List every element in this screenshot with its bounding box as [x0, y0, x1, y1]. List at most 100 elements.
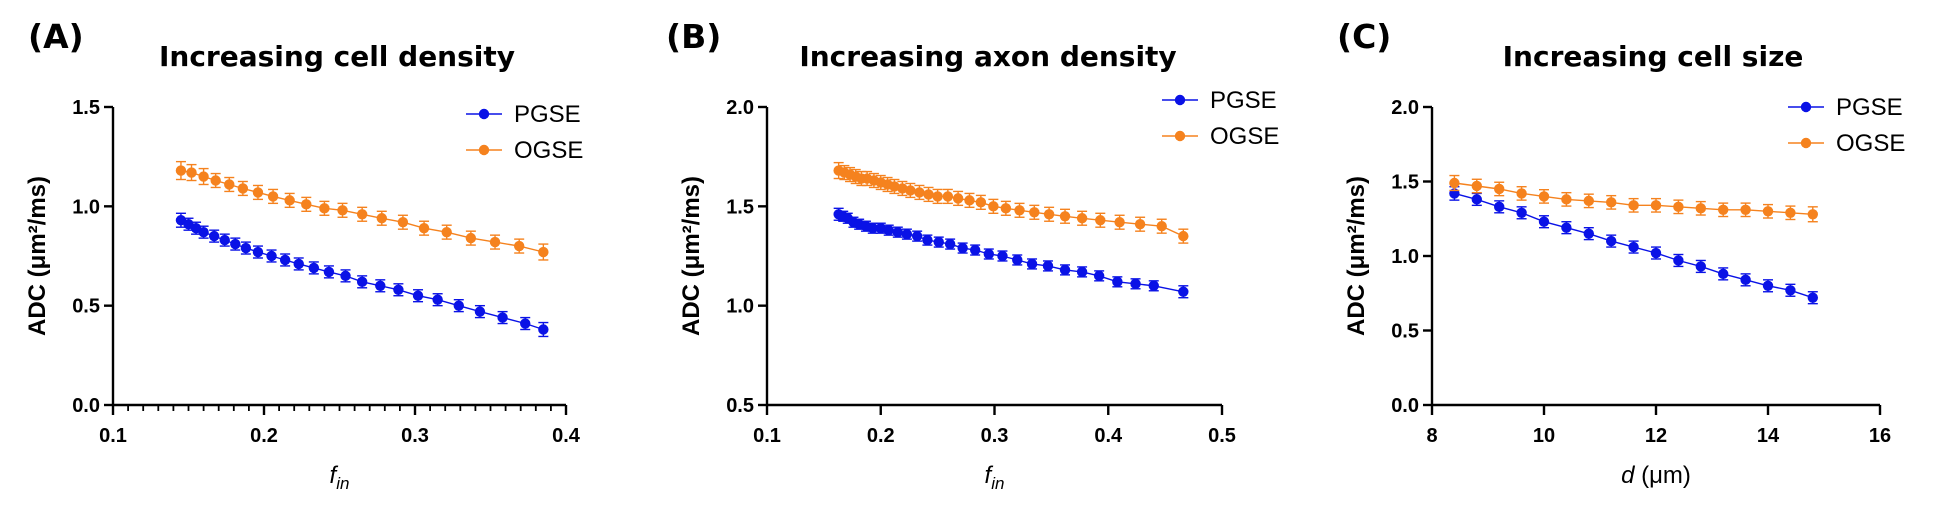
- legend-marker: [1800, 101, 1812, 113]
- chart-title: Increasing cell density: [159, 40, 515, 73]
- data-point: [1650, 200, 1662, 211]
- data-point: [1043, 209, 1055, 220]
- data-point: [1538, 216, 1550, 227]
- data-point: [208, 230, 220, 242]
- x-tick-label: 10: [1533, 425, 1555, 447]
- x-tick-label: 0.1: [99, 425, 127, 447]
- data-point: [1807, 292, 1819, 303]
- series-ogse: [175, 160, 549, 261]
- data-point: [474, 306, 486, 317]
- x-axis-symbol: f: [985, 462, 994, 489]
- y-tick-label: 0.5: [1391, 321, 1419, 343]
- data-point: [1449, 177, 1460, 189]
- data-point: [1538, 191, 1550, 202]
- data-point: [897, 183, 908, 194]
- data-point: [323, 266, 335, 278]
- data-point: [1471, 180, 1483, 192]
- legend-marker: [1174, 94, 1186, 106]
- data-point: [1112, 276, 1123, 288]
- x-tick-label: 14: [1757, 425, 1780, 447]
- y-tick-label: 1.0: [726, 296, 754, 318]
- series-ogse: [1449, 174, 1819, 223]
- chart-panel-2: (C) Increasing cell size 0.0 0.5 1.0 1.5 2.0 8 1…: [1337, 17, 1905, 489]
- legend-marker: [1800, 137, 1812, 149]
- y-axis-title: ADC (μm²/ms): [678, 176, 705, 336]
- y-tick-label: 0.5: [72, 296, 100, 318]
- legend-label: PGSE: [514, 101, 581, 128]
- x-tick-label: 12: [1645, 425, 1667, 447]
- y-tick-label: 1.0: [72, 196, 100, 218]
- data-point: [412, 290, 424, 301]
- chart-title: Increasing cell size: [1503, 40, 1804, 73]
- data-point: [1718, 268, 1729, 280]
- data-point: [1762, 206, 1774, 217]
- data-point: [1606, 197, 1617, 208]
- data-point: [267, 191, 279, 202]
- legend-marker: [478, 108, 490, 120]
- panel-label: (B): [666, 17, 721, 56]
- data-point: [489, 236, 501, 248]
- data-point: [1807, 209, 1819, 220]
- x-axis-subscript: in: [991, 474, 1004, 493]
- series-pgse: [175, 212, 549, 338]
- series-pgse: [1449, 186, 1819, 305]
- data-point: [308, 262, 320, 274]
- data-point: [520, 318, 531, 329]
- data-point: [1628, 241, 1639, 253]
- data-point: [279, 254, 291, 266]
- data-point: [1059, 211, 1071, 222]
- y-tick-label: 1.0: [1391, 246, 1419, 268]
- y-tick-label: 0.0: [72, 395, 100, 417]
- x-tick-label: 0.1: [753, 425, 781, 447]
- data-point: [237, 183, 249, 194]
- data-point: [1561, 222, 1572, 233]
- x-axis-symbol: f: [330, 462, 339, 489]
- data-point: [911, 230, 923, 242]
- data-point: [1673, 255, 1684, 266]
- x-tick-label: 0.5: [1208, 425, 1236, 447]
- data-point: [1673, 201, 1684, 213]
- x-tick-label: 0.3: [981, 425, 1009, 447]
- data-point: [1014, 205, 1025, 216]
- data-point: [952, 193, 964, 204]
- data-point: [1740, 204, 1751, 216]
- data-point: [1026, 258, 1038, 270]
- data-point: [186, 167, 197, 178]
- data-point: [538, 324, 549, 335]
- data-point: [1093, 270, 1105, 282]
- data-point: [432, 294, 443, 305]
- legend-marker: [478, 144, 490, 156]
- data-point: [1130, 278, 1141, 290]
- data-point: [337, 205, 348, 216]
- x-axis-title: fin: [330, 462, 350, 493]
- data-point: [252, 187, 264, 198]
- data-point: [922, 234, 933, 246]
- panel-label: (A): [28, 17, 84, 56]
- data-point: [1471, 194, 1483, 205]
- x-tick-label: 0.2: [867, 425, 895, 447]
- data-point: [397, 217, 409, 228]
- data-point: [356, 209, 368, 220]
- data-point: [1628, 200, 1639, 211]
- data-point: [1583, 195, 1595, 207]
- chart-panel-0: (A) Increasing cell density 0.0 0.5 1.0 1.5 0.…: [24, 17, 583, 493]
- data-point: [210, 175, 221, 186]
- data-point: [418, 222, 430, 234]
- x-axis-subscript: in: [336, 474, 349, 493]
- data-point: [1718, 204, 1729, 216]
- data-point: [293, 258, 304, 270]
- chart-title: Increasing axon density: [799, 40, 1176, 73]
- data-point: [1785, 207, 1796, 218]
- y-tick-label: 2.0: [726, 97, 754, 119]
- data-point: [914, 187, 925, 198]
- data-point: [1076, 266, 1088, 278]
- data-point: [997, 250, 1008, 262]
- legend-item-ogse: OGSE: [1162, 123, 1279, 150]
- data-point: [1156, 221, 1167, 232]
- data-point: [1695, 261, 1707, 272]
- data-point: [964, 195, 975, 206]
- data-point: [376, 213, 387, 224]
- data-point: [975, 197, 987, 208]
- legend-item-pgse: PGSE: [1162, 87, 1277, 114]
- x-tick-label: 8: [1426, 425, 1437, 447]
